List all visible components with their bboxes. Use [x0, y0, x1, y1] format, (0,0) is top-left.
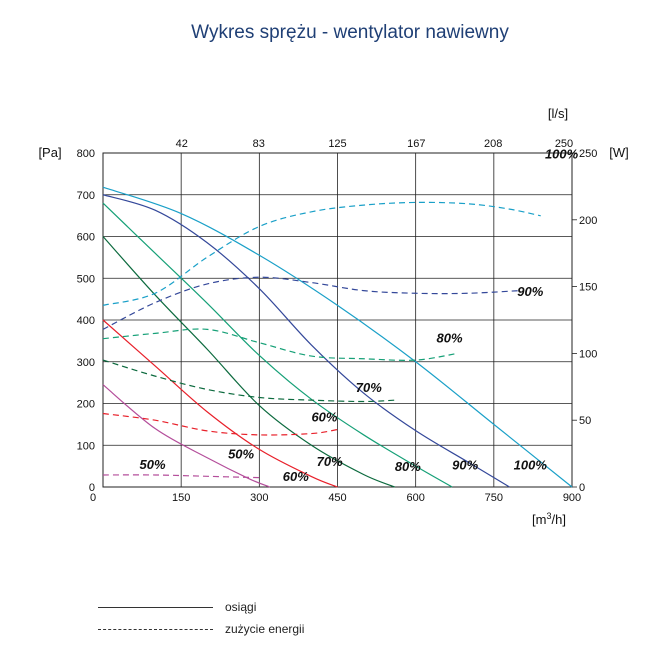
- x-tick-label: 750: [485, 492, 503, 504]
- y-tick-label: 800: [77, 148, 95, 160]
- performance-curve-80: [102, 202, 453, 488]
- x2-tick-label: 42: [176, 138, 188, 150]
- curve-label-90: 90%: [452, 457, 478, 472]
- curve-label-50: 50%: [139, 457, 165, 472]
- y-tick-label: 400: [77, 315, 95, 327]
- chart-title: Wykres sprężu - wentylator nawiewny: [191, 22, 509, 43]
- x2-tick-label: 250: [555, 138, 573, 150]
- legend-label-energy: zużycie energii: [225, 622, 305, 636]
- y-tick-label: 0: [89, 482, 95, 494]
- energy-curve-70: [102, 359, 395, 403]
- x2-tick-label: 83: [253, 138, 265, 150]
- x-tick-label: 150: [172, 492, 190, 504]
- legend: osiągi zużycie energii: [98, 596, 304, 640]
- x-tick-label: 0: [90, 492, 96, 504]
- curve-label-60: 60%: [283, 469, 309, 484]
- energy-curve-80: [102, 328, 458, 361]
- curve-label-90: 90%: [517, 284, 543, 299]
- y2-tick-label: 150: [579, 282, 597, 294]
- y-tick-label: 700: [77, 190, 95, 202]
- y-axis-unit: [Pa]: [38, 145, 61, 160]
- x-tick-label: 600: [406, 492, 424, 504]
- x2-tick-label: 125: [328, 138, 346, 150]
- x2-axis-unit: [l/s]: [548, 106, 568, 121]
- y-tick-label: 500: [77, 273, 95, 285]
- legend-dashed-line: [98, 628, 213, 630]
- curve-label-60: 60%: [311, 410, 337, 425]
- y-tick-label: 200: [77, 399, 95, 411]
- x-tick-label: 300: [250, 492, 268, 504]
- performance-curve-70: [102, 236, 396, 488]
- y2-tick-label: 0: [579, 482, 585, 494]
- x-tick-label: 450: [328, 492, 346, 504]
- y2-tick-label: 200: [579, 215, 597, 227]
- curve-label-70: 70%: [356, 380, 382, 395]
- x-tick-label: 900: [563, 492, 581, 504]
- energy-curve-50: [102, 474, 260, 479]
- curve-label-100: 100%: [514, 457, 548, 472]
- curve-label-100: 100%: [545, 146, 579, 161]
- performance-curve-100: [102, 186, 573, 488]
- legend-item-energy: zużycie energii: [98, 618, 304, 640]
- legend-label-performance: osiągi: [225, 600, 257, 614]
- curve-label-70: 70%: [317, 454, 343, 469]
- y-tick-label: 300: [77, 357, 95, 369]
- y-tick-label: 600: [77, 232, 95, 244]
- performance-curve-60: [102, 319, 338, 488]
- y2-tick-label: 50: [579, 415, 591, 427]
- energy-curve-60: [102, 412, 338, 436]
- energy-curve-100: [102, 201, 541, 306]
- legend-item-performance: osiągi: [98, 596, 304, 618]
- x-axis-unit: [m3/h]: [532, 511, 566, 527]
- energy-curve-90: [102, 276, 520, 330]
- legend-solid-line: [98, 606, 213, 608]
- curve-label-80: 80%: [437, 331, 463, 346]
- curve-label-80: 80%: [395, 459, 421, 474]
- y2-axis-unit: [W]: [609, 145, 629, 160]
- y2-tick-label: 250: [579, 148, 597, 160]
- x2-tick-label: 167: [407, 138, 425, 150]
- performance-curve-50: [102, 384, 270, 488]
- curve-label-50: 50%: [228, 447, 254, 462]
- x2-tick-label: 208: [484, 138, 502, 150]
- y-tick-label: 100: [77, 440, 95, 452]
- performance-curve-90: [102, 194, 510, 488]
- y2-tick-label: 100: [579, 348, 597, 360]
